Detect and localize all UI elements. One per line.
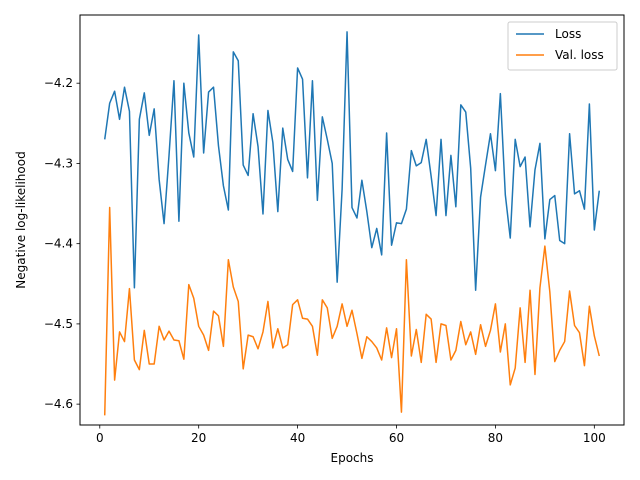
- legend-label-val-loss: Val. loss: [555, 48, 604, 62]
- axes-frame: [79, 14, 625, 426]
- x-tick-label: 20: [191, 431, 206, 445]
- legend-label-loss: Loss: [555, 27, 581, 41]
- y-tick-label: −4.6: [44, 397, 73, 411]
- y-axis-label: Negative log-likelihood: [14, 151, 28, 288]
- series-layer: [103, 31, 601, 416]
- x-tick-label: 100: [583, 431, 606, 445]
- y-tick-label: −4.2: [44, 76, 73, 90]
- x-tick-label: 60: [389, 431, 404, 445]
- x-axis: 0 20 40 60 80 100: [96, 425, 606, 445]
- x-tick-label: 0: [96, 431, 104, 445]
- y-tick-label: −4.4: [44, 237, 73, 251]
- x-axis-label: Epochs: [331, 451, 374, 465]
- legend: Loss Val. loss: [507, 21, 618, 71]
- y-tick-label: −4.3: [44, 156, 73, 170]
- series-line-val-loss: [103, 206, 600, 416]
- series-line-loss: [103, 31, 601, 291]
- y-axis: −4.6 −4.5 −4.4 −4.3 −4.2: [44, 76, 80, 411]
- x-tick-label: 80: [488, 431, 503, 445]
- plot-area: [79, 14, 625, 426]
- y-tick-label: −4.5: [44, 317, 73, 331]
- x-tick-label: 40: [290, 431, 305, 445]
